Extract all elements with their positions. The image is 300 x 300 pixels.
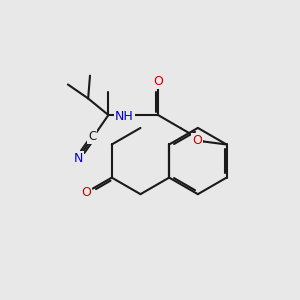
Text: N: N bbox=[74, 152, 83, 165]
Text: O: O bbox=[192, 134, 202, 147]
Text: O: O bbox=[81, 186, 91, 199]
Text: NH: NH bbox=[115, 110, 134, 123]
Text: O: O bbox=[153, 75, 163, 88]
Text: C: C bbox=[88, 130, 96, 143]
